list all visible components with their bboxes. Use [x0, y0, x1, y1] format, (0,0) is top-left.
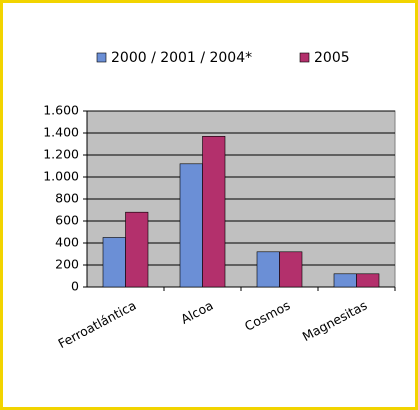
bar	[356, 273, 380, 288]
bar	[179, 163, 203, 288]
bar	[256, 251, 280, 288]
x-tick-label: Magnesitas	[300, 297, 370, 344]
y-tick-label: 600	[55, 213, 79, 228]
bar	[125, 211, 149, 288]
y-tick-label: 1.400	[43, 125, 79, 140]
y-tick-label: 1.000	[43, 169, 79, 184]
bar	[202, 136, 226, 288]
y-tick-label: 1.600	[43, 103, 79, 118]
x-tick-label: Ferroatlántica	[55, 297, 138, 351]
y-tick-label: 400	[55, 235, 79, 250]
bar	[279, 251, 303, 288]
legend-swatch	[299, 52, 310, 63]
y-tick-label: 0	[71, 279, 79, 294]
x-tick-label: Alcoa	[178, 297, 215, 326]
legend-swatch	[96, 52, 107, 63]
y-tick-label: 200	[55, 257, 79, 272]
y-tick-label: 800	[55, 191, 79, 206]
x-tick-label: Cosmos	[242, 297, 293, 333]
legend-label: 2005	[314, 50, 350, 66]
legend-label: 2000 / 2001 / 2004*	[111, 50, 252, 66]
bar	[333, 273, 357, 288]
y-tick-label: 1.200	[43, 147, 79, 162]
chart: 0 200 400 600 800 1.000 1.200 1.400 1.600 Ferroat…	[43, 50, 396, 351]
bar	[102, 237, 126, 288]
